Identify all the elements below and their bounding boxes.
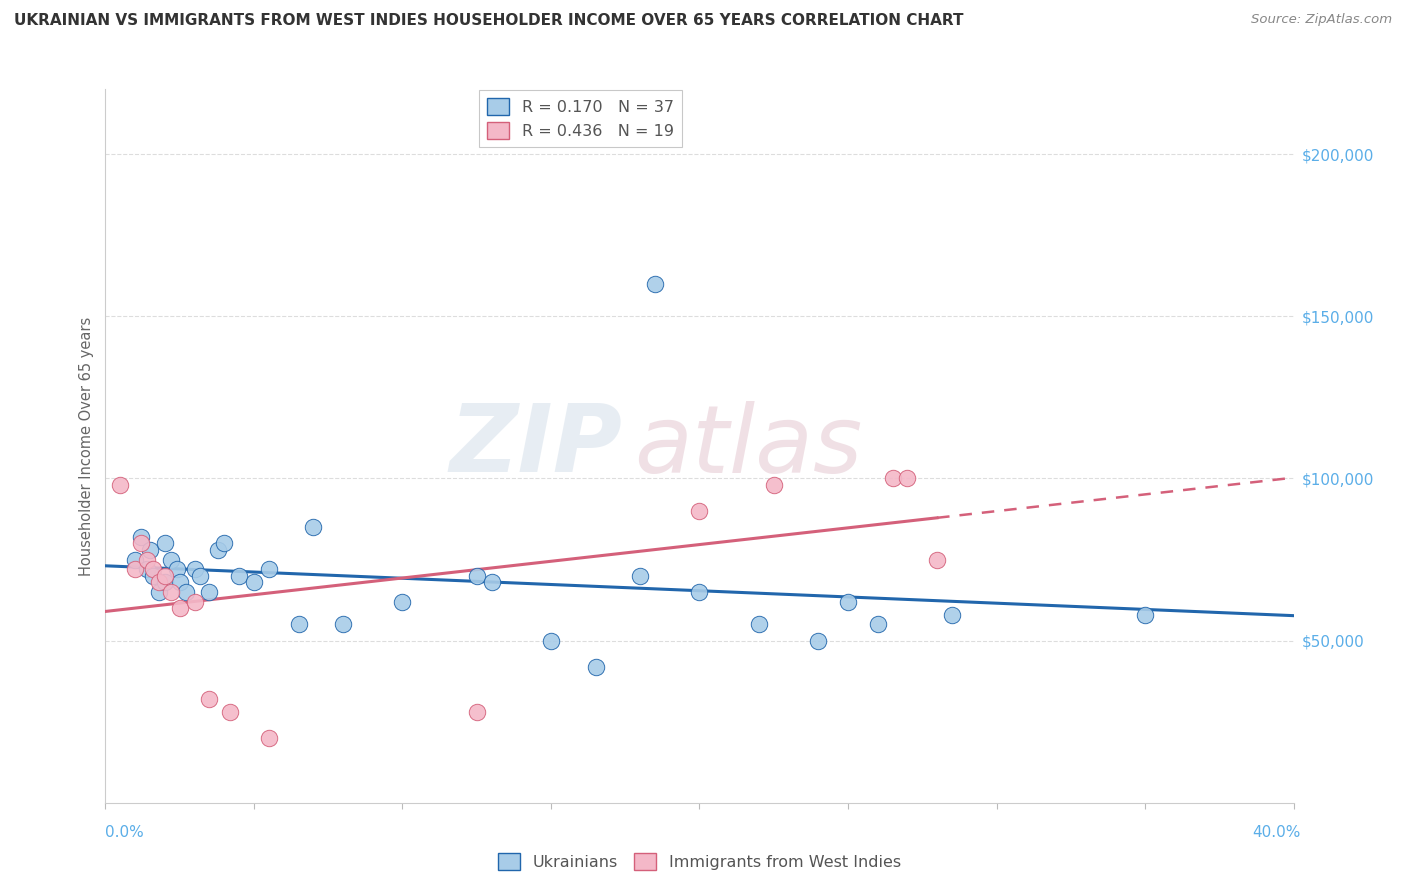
- Point: [190, 568, 212, 582]
- Point: [748, 617, 770, 632]
- Point: [941, 607, 963, 622]
- Point: [287, 617, 309, 632]
- Point: [129, 536, 152, 550]
- Point: [257, 562, 280, 576]
- Point: [153, 568, 176, 582]
- Point: [882, 471, 904, 485]
- Point: [183, 595, 205, 609]
- Point: [896, 471, 918, 485]
- Point: [166, 562, 188, 576]
- Legend: Ukrainians, Immigrants from West Indies: Ukrainians, Immigrants from West Indies: [491, 847, 908, 877]
- Point: [628, 568, 651, 582]
- Point: [837, 595, 859, 609]
- Point: [153, 575, 176, 590]
- Point: [1133, 607, 1156, 622]
- Point: [124, 562, 146, 576]
- Point: [644, 277, 666, 291]
- Text: Source: ZipAtlas.com: Source: ZipAtlas.com: [1251, 13, 1392, 27]
- Point: [136, 552, 159, 566]
- Point: [153, 536, 176, 550]
- Point: [219, 705, 242, 719]
- Point: [148, 575, 170, 590]
- Point: [689, 585, 711, 599]
- Point: [332, 617, 354, 632]
- Point: [110, 478, 132, 492]
- Point: [142, 562, 165, 576]
- Point: [198, 585, 221, 599]
- Point: [214, 536, 236, 550]
- Point: [169, 601, 191, 615]
- Point: [198, 692, 221, 706]
- Point: [866, 617, 889, 632]
- Point: [243, 575, 266, 590]
- Point: [689, 504, 711, 518]
- Text: ZIP: ZIP: [450, 400, 623, 492]
- Point: [183, 562, 205, 576]
- Point: [174, 585, 197, 599]
- Point: [540, 633, 562, 648]
- Point: [228, 568, 250, 582]
- Point: [391, 595, 413, 609]
- Point: [129, 530, 152, 544]
- Text: atlas: atlas: [634, 401, 862, 491]
- Point: [257, 731, 280, 745]
- Point: [124, 552, 146, 566]
- Point: [159, 585, 181, 599]
- Point: [159, 552, 181, 566]
- Text: 40.0%: 40.0%: [1253, 825, 1301, 839]
- Point: [207, 542, 229, 557]
- Point: [139, 542, 162, 557]
- Point: [136, 562, 159, 576]
- Point: [762, 478, 785, 492]
- Point: [481, 575, 503, 590]
- Point: [148, 585, 170, 599]
- Point: [465, 568, 488, 582]
- Y-axis label: Householder Income Over 65 years: Householder Income Over 65 years: [79, 317, 94, 575]
- Point: [302, 520, 325, 534]
- Point: [807, 633, 830, 648]
- Point: [142, 568, 165, 582]
- Text: 0.0%: 0.0%: [105, 825, 145, 839]
- Point: [927, 552, 949, 566]
- Point: [585, 659, 607, 673]
- Point: [169, 575, 191, 590]
- Point: [465, 705, 488, 719]
- Text: UKRAINIAN VS IMMIGRANTS FROM WEST INDIES HOUSEHOLDER INCOME OVER 65 YEARS CORREL: UKRAINIAN VS IMMIGRANTS FROM WEST INDIES…: [14, 13, 963, 29]
